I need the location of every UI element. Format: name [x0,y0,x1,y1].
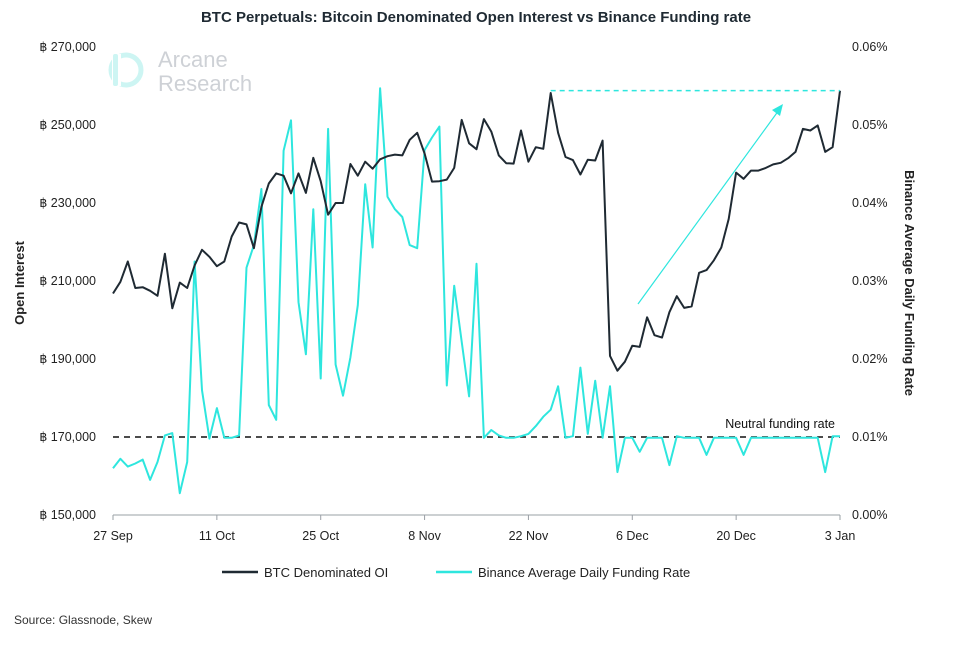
chart-title: BTC Perpetuals: Bitcoin Denominated Open… [201,9,751,26]
x-tick-label: 25 Oct [302,529,339,543]
x-tick-label: 20 Dec [716,529,756,543]
y2-tick-label: 0.03% [852,274,887,288]
neutral-funding-label: Neutral funding rate [725,417,835,431]
y2-tick-label: 0.02% [852,352,887,366]
series-line-funding-rate [112,87,840,495]
arcane-research-logo: Arcane Research [108,47,252,96]
x-tick-label: 3 Jan [825,529,856,543]
brand-line-1: Arcane [158,47,228,72]
source-note: Source: Glassnode, Skew [14,613,152,627]
y-tick-label: ฿ 210,000 [39,274,96,288]
trend-arrow-head [772,104,783,116]
x-tick-label: 27 Sep [93,529,133,543]
legend-label-open-interest: BTC Denominated OI [264,565,388,580]
y2-tick-label: 0.05% [852,118,887,132]
arcane-logo-icon [108,52,144,88]
y2-tick-label: 0.04% [852,196,887,210]
trend-arrow-line [637,109,780,305]
y2-axis-title: Binance Average Daily Funding Rate [902,170,917,396]
y-tick-label: ฿ 230,000 [39,196,96,210]
y2-tick-label: 0.00% [852,508,887,522]
x-tick-label: 8 Nov [408,529,441,543]
y-tick-label: ฿ 150,000 [39,508,96,522]
x-axis-ticks: 27 Sep 11 Oct 25 Oct 8 Nov 22 Nov 6 Dec 20 Dec… [93,515,855,543]
x-tick-label: 11 Oct [199,529,235,543]
y-tick-label: ฿ 190,000 [39,352,96,366]
y2-tick-label: 0.06% [852,40,887,54]
x-tick-label: 6 Dec [616,529,649,543]
y2-axis-ticks: 0.00% 0.01% 0.02% 0.03% 0.04% 0.05% 0.06% [852,40,887,522]
brand-line-2: Research [158,71,252,96]
y-axis-ticks: ฿ 150,000 ฿ 170,000 ฿ 190,000 ฿ 210,000 ฿ 23… [39,40,96,522]
y-tick-label: ฿ 170,000 [39,430,96,444]
y2-tick-label: 0.01% [852,430,887,444]
x-tick-label: 22 Nov [509,529,549,543]
series-line-open-interest [112,90,841,372]
y-axis-title: Open Interest [12,240,27,324]
legend-label-funding-rate: Binance Average Daily Funding Rate [478,565,690,580]
y-tick-label: ฿ 270,000 [39,40,96,54]
y-tick-label: ฿ 250,000 [39,118,96,132]
trend-arrow [637,104,783,305]
legend: BTC Denominated OI Binance Average Daily… [222,565,690,580]
